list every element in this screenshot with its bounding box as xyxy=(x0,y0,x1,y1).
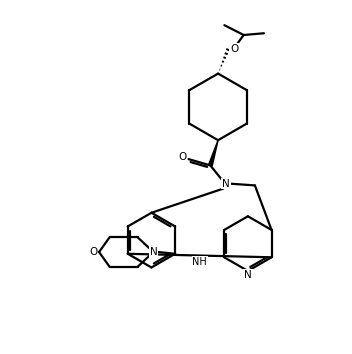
Text: O: O xyxy=(230,44,238,54)
Text: O: O xyxy=(178,152,187,162)
Text: N: N xyxy=(244,270,252,280)
Text: N: N xyxy=(150,247,157,257)
Polygon shape xyxy=(208,140,218,166)
Text: NH: NH xyxy=(192,257,207,267)
Text: N: N xyxy=(222,179,230,189)
Text: O: O xyxy=(89,247,98,257)
